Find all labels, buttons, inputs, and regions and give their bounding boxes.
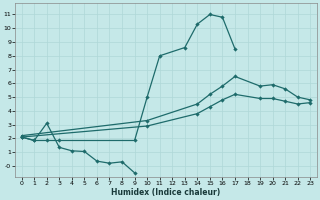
X-axis label: Humidex (Indice chaleur): Humidex (Indice chaleur) <box>111 188 220 197</box>
